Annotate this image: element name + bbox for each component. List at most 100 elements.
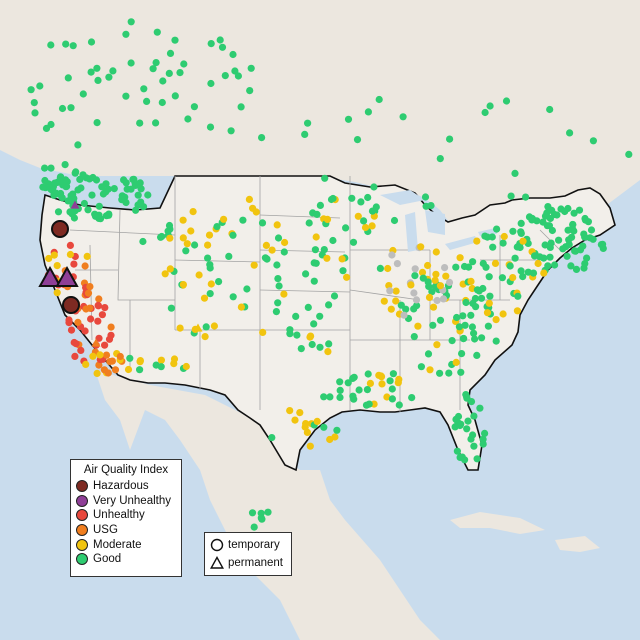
monitor-dot-unhealthy: [98, 311, 106, 319]
monitor-dot-moderate: [312, 233, 320, 241]
monitor-dot-good: [388, 395, 396, 403]
monitor-dot-moderate: [323, 254, 331, 262]
monitor-dot-good: [484, 322, 492, 330]
legend-item-permanent: permanent: [205, 554, 291, 572]
monitor-dot-no-data: [400, 311, 408, 319]
monitor-dot-moderate: [302, 420, 310, 428]
legend-label: USG: [93, 524, 118, 537]
monitor-dot-good: [74, 186, 82, 194]
monitor-dot-moderate: [93, 369, 101, 377]
monitor-dot-good: [67, 104, 75, 112]
monitor-dot-good: [451, 423, 459, 431]
monitor-dot-moderate: [220, 215, 228, 223]
monitor-dot-good: [548, 206, 556, 214]
monitor-dot-good: [583, 254, 591, 262]
monitor-dot-good: [424, 278, 432, 286]
monitor-dot-good: [470, 412, 478, 420]
monitor-dot-good: [339, 267, 347, 275]
legend-item-very-unhealthy: Very Unhealthy: [71, 494, 181, 509]
monitor-dot-good: [489, 243, 497, 251]
monitor-dot-good: [397, 301, 405, 309]
monitor-dot-moderate: [354, 212, 362, 220]
usg-swatch: [76, 524, 88, 537]
monitor-dot-usg: [95, 361, 103, 369]
monitor-dot-good: [551, 261, 559, 269]
monitor-dot-moderate: [313, 417, 321, 425]
monitor-dot-good: [467, 435, 475, 443]
monitor-dot-moderate: [436, 282, 444, 290]
monitor-dot-no-data: [393, 260, 401, 268]
monitor-dot-moderate: [395, 375, 403, 383]
monitor-dot-good: [310, 259, 318, 267]
monitor-dot-no-data: [441, 264, 449, 272]
monitor-dot-good: [529, 269, 538, 277]
monitor-dot-good: [507, 192, 515, 200]
monitor-dot-good: [62, 40, 70, 48]
monitor-dot-good: [445, 369, 453, 377]
monitor-dot-good: [152, 119, 160, 127]
monitor-dot-good: [342, 224, 350, 232]
monitor-dot-moderate: [432, 270, 440, 278]
monitor-dot-good: [136, 366, 144, 374]
monitor-dot-no-data: [410, 289, 418, 297]
monitor-triangle: [70, 200, 80, 209]
monitor-dot-usg: [81, 262, 89, 270]
monitor-dot-unhealthy: [72, 340, 80, 348]
monitor-dot-usg: [102, 351, 111, 359]
monitor-dot-good: [237, 103, 245, 111]
monitor-dot-good: [470, 329, 478, 337]
monitor-dot-good: [336, 378, 344, 386]
monitor-dot-good: [436, 369, 444, 377]
monitor-dot-good: [486, 102, 494, 110]
monitor-dot-good: [301, 130, 309, 138]
monitor-dot-moderate: [387, 305, 395, 313]
monitor-dot-good: [302, 270, 310, 278]
monitor-dot-moderate: [407, 281, 415, 289]
monitor-dot-moderate: [485, 299, 493, 307]
monitor-dot-good: [247, 64, 255, 72]
monitor-dot-moderate: [368, 222, 376, 230]
monitor-dot-usg: [95, 295, 103, 303]
monitor-dot-moderate: [378, 380, 386, 388]
monitor-triangle: [91, 338, 101, 347]
monitor-dot-good: [137, 185, 145, 193]
monitor-dot-good: [471, 335, 479, 343]
monitor-dot-good: [88, 191, 96, 199]
monitor-dot-good: [231, 67, 239, 75]
monitor-dot-moderate: [473, 237, 481, 245]
monitor-type-legend: temporary permanent: [204, 532, 292, 576]
monitor-dot-moderate: [250, 261, 258, 269]
monitor-dot-good: [561, 207, 569, 216]
monitor-dot-good: [517, 267, 525, 275]
monitor-dot-moderate: [170, 360, 178, 368]
monitor-dot-moderate: [205, 231, 214, 239]
monitor-dot-good: [280, 248, 288, 256]
monitor-dot-usg: [111, 366, 120, 374]
monitor-dot-moderate: [426, 366, 434, 374]
monitor-dot-good: [134, 201, 142, 209]
monitor-dot-moderate: [268, 246, 276, 254]
monitor-dot-good: [589, 137, 598, 145]
monitor-dot-moderate: [183, 240, 191, 248]
monitor-dot-good: [207, 40, 215, 48]
monitor-dot-good: [171, 36, 179, 44]
monitor-dot-moderate: [89, 352, 97, 360]
monitor-dot-good: [74, 141, 82, 149]
monitor-dot-good: [234, 72, 242, 80]
monitor-dot-good: [498, 274, 506, 282]
monitor-dot-good: [69, 42, 77, 50]
monitor-dot-good: [268, 434, 276, 442]
monitor-dot-moderate: [414, 322, 422, 330]
monitor-dot-good: [49, 186, 57, 194]
cuba-island: [450, 512, 545, 534]
monitor-dot-good: [30, 99, 38, 107]
monitor-dot-good: [509, 227, 517, 235]
monitor-dot-good: [61, 161, 69, 169]
monitor-dot-good: [134, 191, 142, 199]
legend-item-moderate: Moderate: [71, 537, 181, 552]
monitor-dot-good: [599, 240, 607, 248]
monitor-dot-unhealthy: [95, 334, 103, 342]
monitor-dot-good: [350, 373, 358, 381]
monitor-dot-good: [457, 368, 465, 376]
monitor-dot-good: [519, 273, 527, 281]
